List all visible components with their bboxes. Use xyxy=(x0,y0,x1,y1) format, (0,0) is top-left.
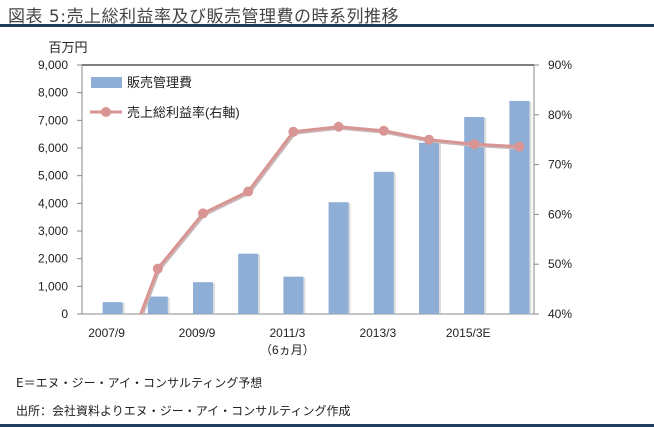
line-series xyxy=(139,125,520,314)
left-tick-label: 7,000 xyxy=(38,113,68,127)
left-axis-unit: 百万円 xyxy=(48,40,87,55)
right-tick-label: 90% xyxy=(548,58,572,72)
left-tick-label: 6,000 xyxy=(38,141,68,155)
line-point xyxy=(378,125,389,136)
right-tick-label: 40% xyxy=(548,307,572,321)
estimate-note: E＝エヌ・ジー・アイ・コンサルティング予想 xyxy=(16,376,263,390)
line-point xyxy=(288,126,299,137)
bar xyxy=(147,296,168,314)
legend-bar-label: 販売管理費 xyxy=(127,75,192,90)
bottom-rule xyxy=(0,424,654,427)
bar xyxy=(509,100,530,314)
line-point xyxy=(333,121,344,132)
chart-title: 図表 5:売上総利益率及び販売管理費の時系列推移 xyxy=(8,7,399,27)
bar xyxy=(238,253,259,314)
left-tick-label: 3,000 xyxy=(38,224,68,238)
legend-line-label: 売上総利益率(右軸) xyxy=(127,105,240,120)
bar xyxy=(328,202,349,314)
x-tick-label: 2007/9 xyxy=(88,326,125,340)
bar xyxy=(102,302,123,314)
right-tick-label: 80% xyxy=(548,108,572,122)
line-point xyxy=(243,186,254,197)
left-tick-label: 0 xyxy=(61,307,68,321)
left-tick-label: 8,000 xyxy=(38,86,68,100)
x-tick-label: 2011/3 xyxy=(269,326,305,340)
x-tick-sublabel: （6ヵ月） xyxy=(260,343,315,357)
right-tick-label: 50% xyxy=(548,257,572,271)
x-tick-label: 2015/3E xyxy=(446,326,491,340)
line-point xyxy=(514,141,525,152)
legend-bar-swatch xyxy=(91,77,122,88)
line-point xyxy=(469,139,480,150)
x-tick-label: 2009/9 xyxy=(179,326,216,340)
bar xyxy=(464,117,485,314)
source-note: 出所：会社資料よりエヌ・ジー・アイ・コンサルティング作成 xyxy=(16,404,351,418)
title-rule xyxy=(0,24,654,27)
bar xyxy=(193,282,213,314)
left-tick-label: 1,000 xyxy=(38,279,68,293)
x-tick-label: 2013/3 xyxy=(359,326,396,340)
left-tick-label: 2,000 xyxy=(38,252,68,266)
right-tick-label: 70% xyxy=(548,158,572,172)
line-shadow xyxy=(139,125,521,314)
bar xyxy=(373,171,394,314)
line-point xyxy=(198,208,208,219)
bar xyxy=(419,142,439,314)
left-tick-label: 5,000 xyxy=(38,169,68,183)
left-tick-label: 4,000 xyxy=(38,196,68,210)
line-point xyxy=(424,134,434,145)
legend-line-marker xyxy=(101,107,111,117)
right-tick-label: 60% xyxy=(548,207,572,221)
bar xyxy=(283,276,304,314)
line-point xyxy=(152,263,163,274)
left-tick-label: 9,000 xyxy=(38,58,68,72)
